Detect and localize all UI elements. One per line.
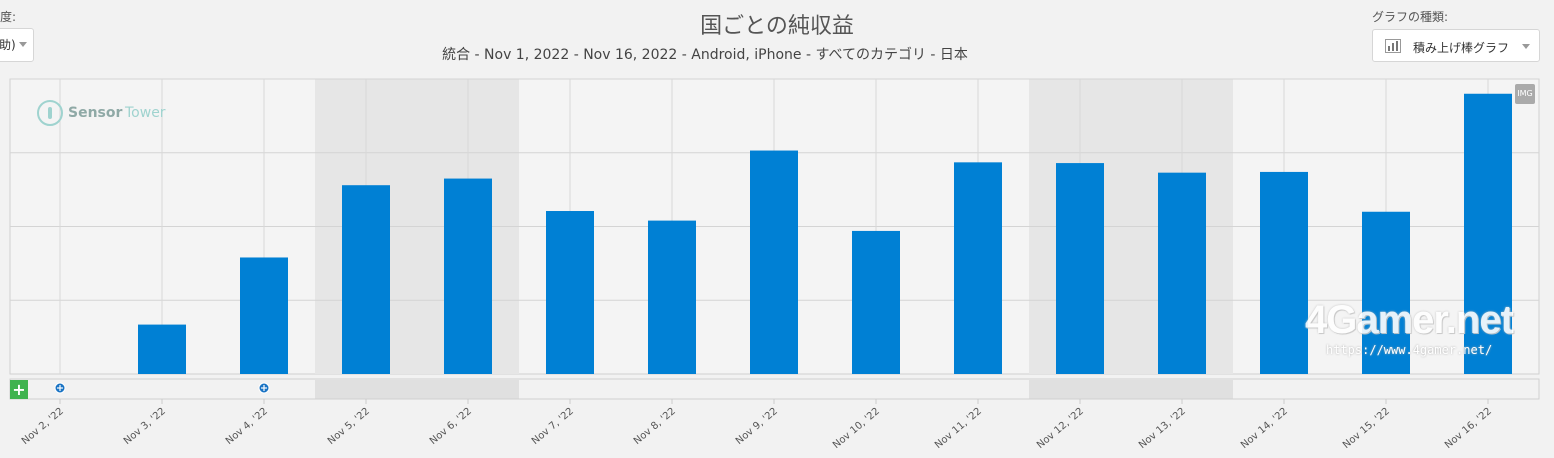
bar bbox=[240, 257, 288, 374]
navigator-weekend-band bbox=[417, 380, 519, 399]
sensortower-brand-b: Tower bbox=[125, 105, 166, 121]
site-url-watermark: https://www.4gamer.net/ bbox=[1326, 343, 1493, 357]
x-tick-label: Nov 16, '22 bbox=[1443, 406, 1494, 451]
bar bbox=[852, 230, 900, 374]
chart-subtitle: 統合 - Nov 1, 2022 - Nov 16, 2022 - Androi… bbox=[442, 47, 968, 63]
bar bbox=[444, 178, 492, 374]
bar bbox=[546, 211, 594, 374]
x-tick-label: Nov 12, '22 bbox=[1035, 406, 1086, 451]
bar-chart-icon bbox=[1385, 39, 1401, 53]
bar bbox=[342, 185, 390, 374]
sensortower-watermark: Sensor Tower bbox=[37, 100, 167, 130]
navigator-weekend-band bbox=[1029, 380, 1131, 399]
x-tick-label: Nov 15, '22 bbox=[1341, 406, 1392, 451]
x-tick-label: Nov 2, '22 bbox=[20, 406, 66, 447]
x-tick-label: Nov 10, '22 bbox=[831, 406, 882, 451]
left-filter-value: 助) bbox=[0, 38, 16, 52]
left-filter-label: 度: bbox=[0, 10, 17, 24]
chart-title: 国ごとの純収益 bbox=[700, 14, 854, 39]
bar bbox=[1464, 93, 1512, 374]
bar bbox=[750, 150, 798, 374]
navigator-weekend-band bbox=[1131, 380, 1233, 399]
bar bbox=[1362, 211, 1410, 374]
x-tick-label: Nov 3, '22 bbox=[122, 406, 168, 447]
chevron-down-icon bbox=[1522, 44, 1530, 49]
bar bbox=[1260, 171, 1308, 374]
navigator-weekend-band bbox=[315, 380, 417, 399]
chart-type-select[interactable]: 積み上げ棒グラフ bbox=[1372, 29, 1540, 62]
bar bbox=[1056, 163, 1104, 374]
chart-type-value: 積み上げ棒グラフ bbox=[1413, 41, 1510, 55]
x-tick-label: Nov 7, '22 bbox=[530, 406, 576, 447]
x-tick-label: Nov 6, '22 bbox=[428, 406, 474, 447]
x-tick-label: Nov 4, '22 bbox=[224, 406, 270, 447]
range-navigator bbox=[9, 378, 1540, 400]
bar bbox=[648, 220, 696, 374]
sensortower-logo-icon bbox=[37, 100, 63, 126]
x-tick-label: Nov 8, '22 bbox=[632, 406, 678, 447]
x-tick-label: Nov 11, '22 bbox=[933, 406, 984, 451]
x-tick-label: Nov 14, '22 bbox=[1239, 406, 1290, 451]
chevron-down-icon bbox=[19, 42, 27, 47]
site-logo-watermark: 4Gamer.net bbox=[1305, 298, 1514, 342]
bar bbox=[138, 324, 186, 374]
export-image-button[interactable]: IMG bbox=[1515, 84, 1535, 104]
bar bbox=[954, 162, 1002, 374]
bar bbox=[1158, 172, 1206, 374]
add-annotation-button[interactable]: + bbox=[10, 380, 28, 399]
x-tick-label: Nov 5, '22 bbox=[326, 406, 372, 447]
sensortower-brand-a: Sensor bbox=[68, 105, 123, 121]
left-filter-select[interactable]: 助) bbox=[0, 28, 34, 62]
x-tick-label: Nov 9, '22 bbox=[734, 406, 780, 447]
x-tick-label: Nov 13, '22 bbox=[1137, 406, 1188, 451]
chart-type-label: グラフの種類: bbox=[1372, 10, 1449, 24]
